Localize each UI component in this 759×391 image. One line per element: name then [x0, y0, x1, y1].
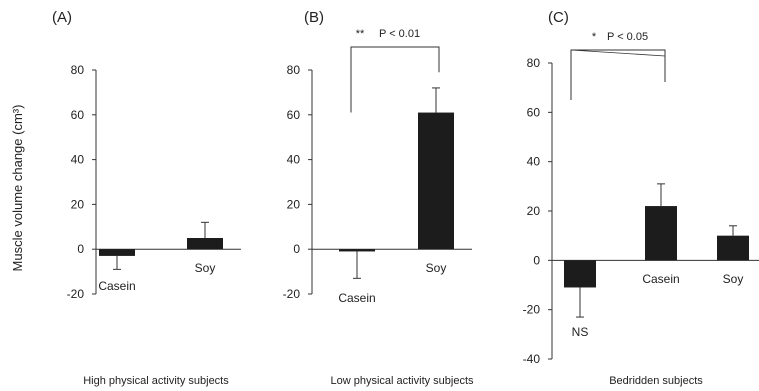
y-tick-label: 40	[71, 153, 85, 167]
bar-casein	[645, 206, 677, 261]
bar-casein	[339, 249, 375, 252]
y-tick-label: 40	[527, 155, 541, 169]
category-label: Soy	[723, 272, 744, 286]
panel-label: (A)	[52, 9, 72, 26]
bar-soy	[418, 112, 454, 250]
panel-label: (B)	[304, 9, 324, 26]
bar-ns	[564, 260, 596, 288]
y-tick-label: 20	[527, 204, 541, 218]
p-value-label: P < 0.01	[379, 28, 420, 40]
y-tick-label: 0	[77, 242, 84, 256]
bracket-line	[570, 49, 666, 100]
bar-casein	[99, 249, 135, 256]
category-label: Casein	[98, 279, 135, 293]
category-label: Casein	[642, 272, 679, 286]
bracket-line	[350, 46, 440, 113]
y-tick-label: 60	[287, 108, 301, 122]
y-tick-label: 80	[287, 63, 301, 77]
y-tick-label: -20	[523, 303, 541, 317]
y-tick-label: 80	[71, 63, 85, 77]
x-axis-label: Low physical activity subjects	[330, 375, 474, 387]
y-tick-label: 60	[527, 105, 541, 119]
y-axis-label: Muscle volume change (cm³)	[10, 105, 25, 272]
y-tick-label: 80	[527, 56, 541, 70]
significance-stars: *	[592, 31, 597, 43]
y-tick-label: -20	[283, 287, 301, 301]
significance-bracket-b: ** P < 0.01	[350, 28, 440, 113]
chart-panel-1: (A) -20 0 20 40 60 80 Casein Soy High physical ac…	[52, 9, 241, 387]
y-tick-label: 40	[287, 153, 301, 167]
panel-label: (C)	[548, 9, 569, 26]
y-tick-label: 0	[533, 253, 540, 267]
p-value-label: P < 0.05	[607, 31, 648, 43]
bar-soy	[717, 235, 749, 261]
category-label: NS	[572, 325, 589, 339]
y-tick-label: 0	[293, 242, 300, 256]
x-axis-label: High physical activity subjects	[83, 375, 229, 387]
chart-panel-3: (C) -40 -20 0 20 40 60 80 NS Casein Soy Bedridden s…	[523, 9, 759, 387]
y-tick-label: 20	[287, 197, 301, 211]
bracket-slant	[570, 49, 666, 57]
significance-bracket-c: * P < 0.05	[570, 31, 666, 100]
y-tick-label: 60	[71, 108, 85, 122]
y-tick-label: -20	[67, 287, 85, 301]
y-tick-label: 20	[71, 197, 85, 211]
chart-panels: (A) -20 0 20 40 60 80 Casein Soy High physical ac…	[52, 9, 759, 387]
bar-soy	[187, 238, 223, 250]
y-tick-label: -40	[523, 352, 541, 366]
category-label: Soy	[195, 261, 216, 275]
chart-panel-2: (B) -20 0 20 40 60 80 Casein Soy Low physical act…	[283, 9, 474, 387]
category-label: Soy	[426, 261, 447, 275]
x-axis-label: Bedridden subjects	[609, 375, 703, 387]
category-label: Casein	[338, 291, 375, 305]
significance-stars: **	[356, 28, 365, 40]
